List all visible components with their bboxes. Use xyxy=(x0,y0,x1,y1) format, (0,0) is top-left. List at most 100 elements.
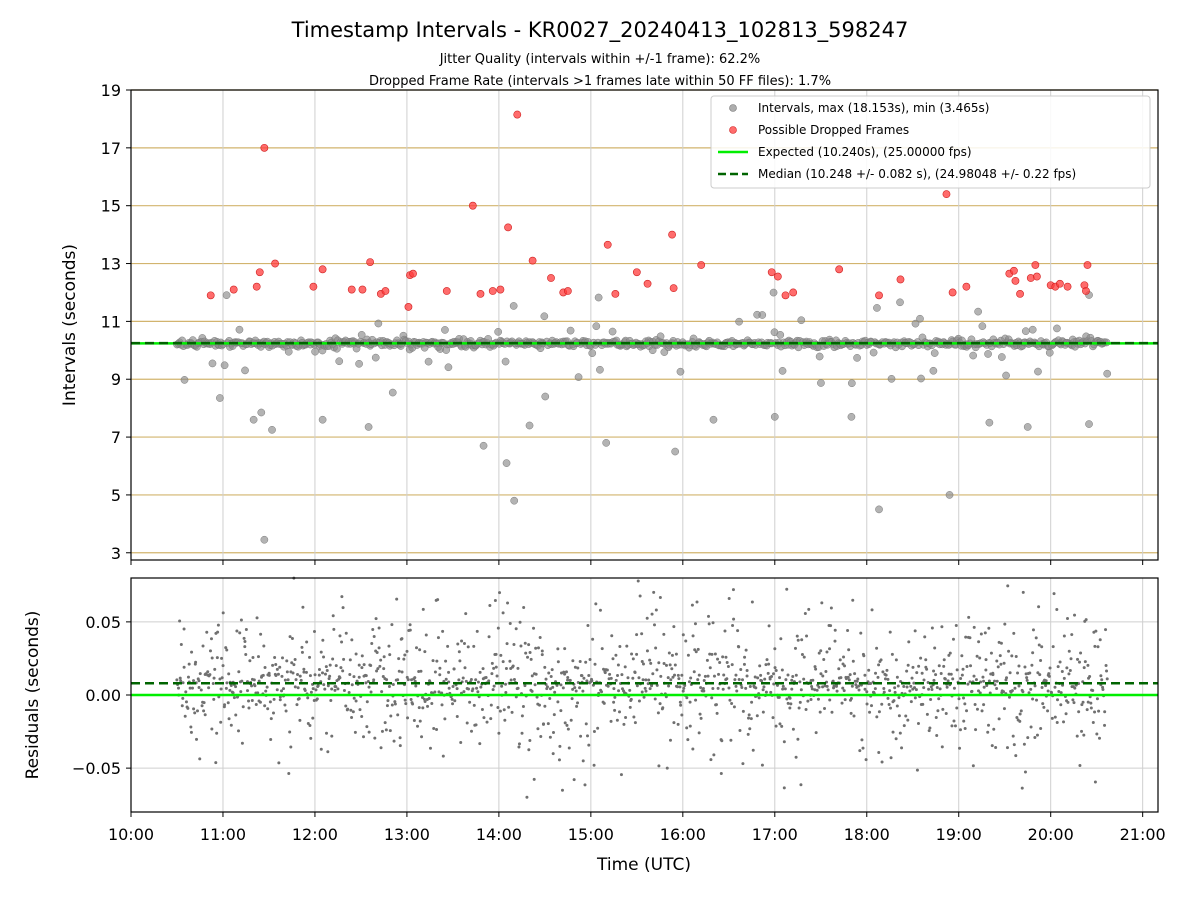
residual-point xyxy=(1066,700,1070,704)
residual-point xyxy=(1019,709,1023,713)
residual-point xyxy=(930,687,934,691)
residual-point xyxy=(727,686,731,690)
residual-point xyxy=(640,690,644,694)
residual-point xyxy=(715,711,719,715)
residual-point xyxy=(423,700,427,704)
residual-point xyxy=(729,738,733,742)
residual-point xyxy=(549,675,553,679)
residual-point xyxy=(1097,736,1101,740)
residual-point xyxy=(190,686,194,690)
residual-point xyxy=(198,757,202,761)
residual-point xyxy=(243,639,247,643)
residual-point xyxy=(215,656,219,660)
residual-point xyxy=(326,750,330,754)
residual-point xyxy=(440,703,444,707)
residual-point xyxy=(1056,698,1060,702)
residual-point xyxy=(951,677,955,681)
interval-point xyxy=(318,415,327,424)
residual-point xyxy=(436,598,440,602)
residual-point xyxy=(888,706,892,710)
residual-point xyxy=(251,656,255,660)
residual-point xyxy=(354,652,358,656)
residual-point xyxy=(632,715,636,719)
residual-point xyxy=(210,656,214,660)
residual-point xyxy=(384,728,388,732)
interval-point xyxy=(602,439,611,447)
residual-point xyxy=(1091,720,1095,724)
residual-point xyxy=(1014,754,1018,758)
dropped-frame-point xyxy=(271,259,279,268)
residual-point xyxy=(719,771,723,775)
residual-point xyxy=(489,703,493,707)
residual-point xyxy=(250,698,254,702)
residual-point xyxy=(447,686,451,690)
residual-point xyxy=(982,685,986,689)
residual-point xyxy=(298,718,302,722)
residual-point xyxy=(637,699,641,703)
residual-point xyxy=(833,639,837,643)
residual-point xyxy=(1023,770,1027,774)
legend-dropped-marker xyxy=(729,126,737,134)
residual-point xyxy=(735,689,739,693)
residual-point xyxy=(785,697,789,701)
residual-point xyxy=(602,701,606,705)
residual-point xyxy=(512,677,516,681)
residual-point xyxy=(207,686,211,690)
residual-point xyxy=(843,664,847,668)
residual-point xyxy=(266,707,270,711)
residual-point xyxy=(387,685,391,689)
residual-point xyxy=(342,657,346,661)
residual-point xyxy=(296,686,300,690)
residual-point xyxy=(718,660,722,664)
residual-point xyxy=(433,670,437,674)
residual-point xyxy=(638,594,642,598)
residual-point xyxy=(1065,666,1069,670)
residual-point xyxy=(708,652,712,656)
residual-point xyxy=(212,697,216,701)
residual-point xyxy=(636,579,640,583)
residual-point xyxy=(456,642,460,646)
residual-point xyxy=(832,684,836,688)
residual-point xyxy=(511,664,515,668)
residual-point xyxy=(543,665,547,669)
residual-point xyxy=(818,710,822,714)
residual-point xyxy=(265,685,269,689)
residual-point xyxy=(664,663,668,667)
residual-point xyxy=(378,664,382,668)
residual-point xyxy=(1103,723,1107,727)
residual-point xyxy=(586,734,590,738)
residual-point xyxy=(545,685,549,689)
residual-point xyxy=(730,702,734,706)
residual-point xyxy=(1053,685,1057,689)
residual-point xyxy=(670,667,674,671)
residual-point xyxy=(280,674,284,678)
residual-point xyxy=(392,739,396,743)
residual-point xyxy=(760,763,764,767)
residual-point xyxy=(560,788,564,792)
residual-point xyxy=(490,672,494,676)
residual-point xyxy=(322,655,326,659)
residual-point xyxy=(195,737,199,741)
residual-point xyxy=(587,743,591,747)
residual-point xyxy=(518,620,522,624)
residual-point xyxy=(224,686,228,690)
residual-point xyxy=(496,706,500,710)
residual-point xyxy=(859,631,863,635)
interval-point xyxy=(1053,324,1061,333)
residual-point xyxy=(957,697,961,701)
residual-point xyxy=(293,657,297,661)
residual-point xyxy=(247,699,251,703)
residual-point xyxy=(988,691,992,695)
residual-point xyxy=(789,702,793,706)
residual-point xyxy=(316,684,320,688)
residual-point xyxy=(645,616,649,620)
residual-point xyxy=(435,728,439,732)
residual-point xyxy=(810,684,814,688)
residual-point xyxy=(868,710,872,714)
residual-point xyxy=(1017,684,1021,688)
residual-point xyxy=(1047,672,1051,676)
residual-point xyxy=(313,673,317,677)
residual-point xyxy=(551,752,555,756)
residual-point xyxy=(197,685,201,689)
residual-point xyxy=(328,674,332,678)
